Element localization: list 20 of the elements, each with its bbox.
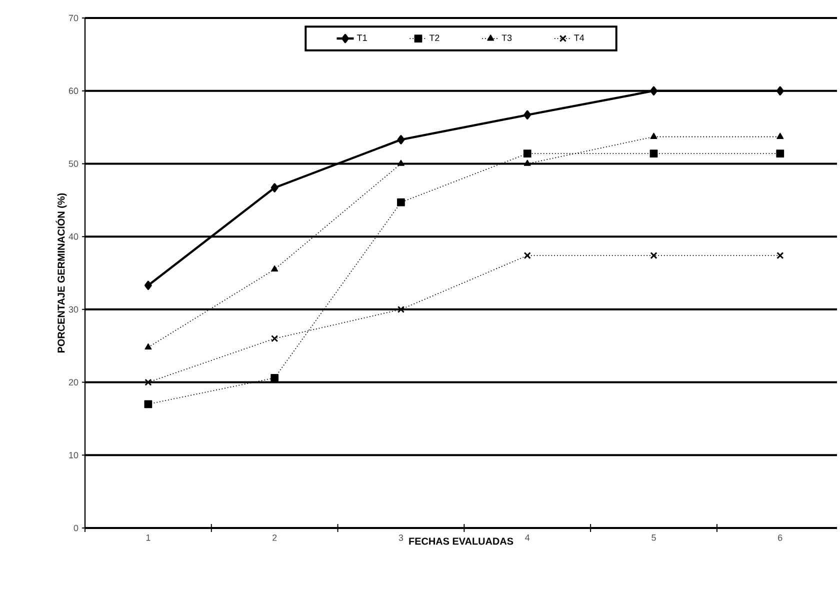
x-tick-label: 5 <box>652 534 656 541</box>
y-tick-label: 10 <box>69 452 78 458</box>
legend-label: T4 <box>574 34 584 41</box>
y-tick-label: 60 <box>68 88 78 94</box>
y-tick-label: 30 <box>68 306 78 313</box>
legend-label: T2 <box>429 34 440 41</box>
y-tick-label: 40 <box>68 233 78 240</box>
y-tick-label: 50 <box>68 160 78 167</box>
legend-label: T3 <box>502 34 512 41</box>
x-tick-label: 3 <box>398 534 404 541</box>
x-tick-label: 2 <box>272 534 277 541</box>
y-tick-label: 0 <box>74 524 78 532</box>
x-tick-label: 6 <box>778 534 782 541</box>
x-tick-label: 1 <box>146 534 150 541</box>
x-tick-label: 4 <box>525 534 530 541</box>
y-tick-label: 70 <box>68 14 78 22</box>
y-tick-label: 20 <box>68 379 78 386</box>
x-axis-title: FECHAS EVALUADAS <box>409 538 514 545</box>
legend-label: T1 <box>357 34 367 41</box>
y-axis-title: PORCENTAJE GERMINACIÓN (%) <box>56 193 67 352</box>
